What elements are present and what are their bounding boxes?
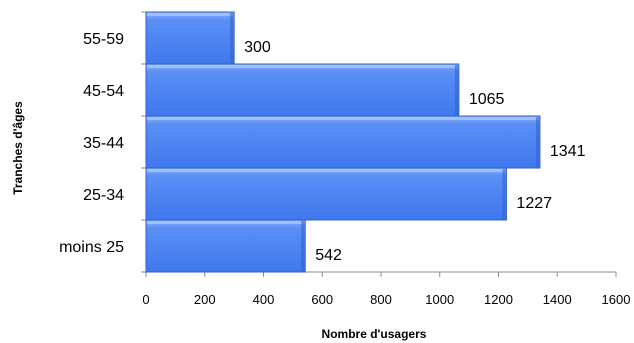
category-label: 35-44 <box>83 135 124 152</box>
bar <box>145 219 306 273</box>
x-tick-label: 1000 <box>425 292 454 307</box>
bar <box>145 63 460 117</box>
x-tick-label: 1200 <box>484 292 513 307</box>
bar-highlight <box>147 117 539 120</box>
x-tick-label: 400 <box>253 292 275 307</box>
x-tick-label: 200 <box>194 292 216 307</box>
category-label: 45-54 <box>83 83 124 100</box>
x-tick-label: 800 <box>370 292 392 307</box>
data-label: 1341 <box>550 143 586 160</box>
bar-highlight <box>147 221 305 224</box>
bar-edge-shade <box>230 13 234 63</box>
x-tick-label: 0 <box>142 292 149 307</box>
bar <box>145 167 507 221</box>
x-tick-label: 1600 <box>602 292 631 307</box>
bar-edge-shade <box>535 117 539 167</box>
bar-edge-shade <box>454 65 458 115</box>
x-tick-label: 1400 <box>543 292 572 307</box>
data-label: 542 <box>315 247 342 264</box>
labels: 0 200 400 600 800 1000 1200 1400 1600 55-59 300 45-… <box>59 31 630 307</box>
x-tick-label: 600 <box>311 292 333 307</box>
y-axis-title: Tranches d'âges <box>11 101 25 195</box>
bar-highlight <box>147 13 234 16</box>
bar <box>145 11 235 65</box>
category-label: 25-34 <box>83 187 124 204</box>
bar-highlight <box>147 65 458 68</box>
x-axis-title: Nombre d'usagers <box>322 327 427 341</box>
category-label: 55-59 <box>83 31 124 48</box>
bar-edge-shade <box>502 169 506 219</box>
category-label: moins 25 <box>59 239 124 256</box>
data-label: 1227 <box>516 195 552 212</box>
bar-highlight <box>147 169 506 172</box>
bar <box>145 115 541 169</box>
data-label: 300 <box>244 39 271 56</box>
bars <box>145 11 541 273</box>
bar-edge-shade <box>301 221 305 271</box>
data-label: 1065 <box>469 91 505 108</box>
